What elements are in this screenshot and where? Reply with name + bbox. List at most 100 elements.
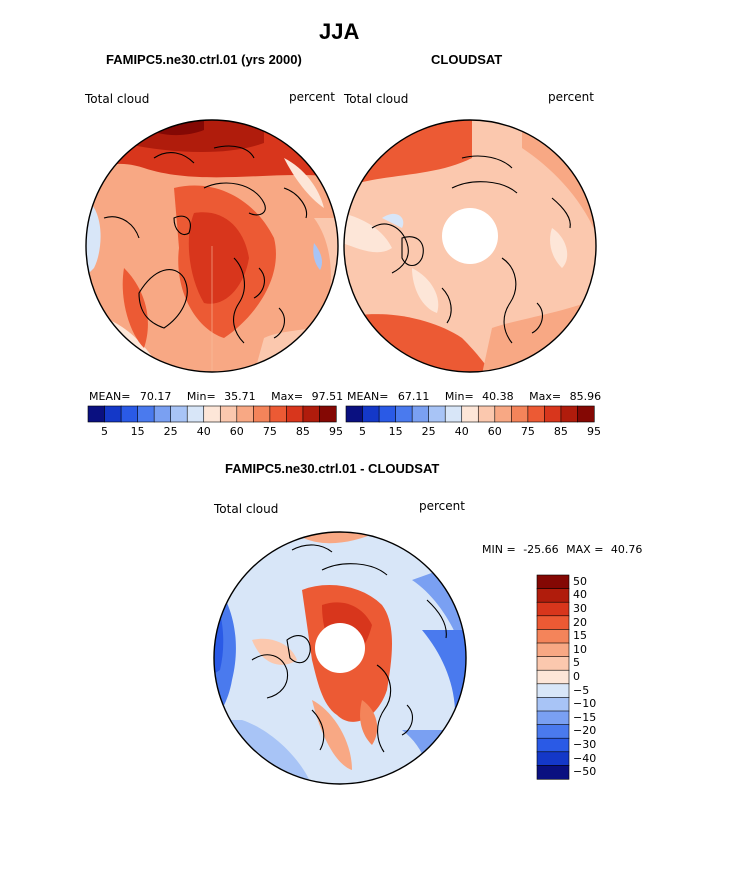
diff-variable-label: Total cloud [214, 502, 279, 516]
diff-colorbar-swatch [536, 683, 570, 699]
model-min-label: Min= [186, 390, 216, 403]
diff-colorbar-swatch [536, 710, 570, 726]
model-polar-map [85, 119, 339, 373]
diff-colorbar-label: −50 [573, 765, 597, 779]
diff-colorbar-label: 0 [573, 670, 580, 683]
obs-panel-title: CLOUDSAT [431, 52, 503, 67]
model-colorbar-swatch [170, 405, 188, 423]
model-colorbar-tick-label: 15 [130, 425, 145, 438]
obs-polar-map [343, 119, 597, 373]
obs-units-label: percent [548, 90, 594, 104]
diff-colorbar-swatch [536, 669, 570, 685]
model-stats: MEAN= 70.17 Min= 35.71 Max= 97.51 [89, 390, 343, 403]
model-colorbar-tick-label: 75 [262, 425, 277, 438]
obs-colorbar-swatch [428, 405, 446, 423]
obs-min-value: 40.38 [482, 390, 514, 403]
obs-max-value: 85.96 [569, 390, 602, 403]
obs-colorbar-tick-label: 95 [587, 425, 601, 438]
diff-colorbar-swatch [536, 656, 570, 671]
diff-colorbar-label: 40 [573, 588, 587, 602]
diff-colorbar-label: −20 [573, 724, 597, 738]
model-colorbar-tick-label: 40 [196, 425, 211, 438]
obs-colorbar-tick-label: 5 [359, 425, 367, 438]
model-colorbar-swatch [186, 405, 205, 423]
model-colorbar-swatch [319, 405, 337, 423]
diff-colorbar-swatch [536, 724, 570, 739]
model-colorbar-swatch [137, 405, 155, 423]
diff-polar-map [213, 531, 467, 785]
obs-colorbar [345, 405, 595, 423]
obs-variable-label: Total cloud [344, 92, 409, 106]
model-colorbar-tick-label: 25 [163, 425, 178, 438]
model-mean-value: 70.17 [139, 390, 172, 403]
obs-colorbar-swatch [577, 405, 595, 423]
obs-colorbar-tick-label: 60 [487, 425, 502, 438]
obs-colorbar-swatch [345, 405, 364, 423]
diff-colorbar-swatch [536, 697, 570, 712]
model-max-value: 97.51 [311, 390, 344, 403]
diff-units-label: percent [419, 499, 465, 513]
obs-colorbar-tick-label: 40 [454, 425, 469, 438]
diff-colorbar-label: 10 [573, 642, 587, 656]
diff-min-label: MIN = [482, 543, 516, 556]
obs-colorbar-swatch [527, 405, 545, 423]
model-max-label: Max= [271, 390, 304, 403]
model-colorbar-swatch [236, 405, 254, 423]
diff-colorbar-label: 50 [573, 574, 587, 588]
obs-colorbar-swatch [560, 405, 579, 423]
diff-panel-title: FAMIPC5.ne30.ctrl.01 - CLOUDSAT [225, 461, 440, 476]
obs-colorbar-swatch [461, 405, 479, 423]
model-colorbar-tick-label: 85 [295, 425, 310, 438]
diff-minmax: MIN = -25.66 MAX = 40.76 [482, 543, 642, 556]
model-min-value: 35.71 [224, 390, 256, 403]
diff-colorbar-label: −40 [573, 751, 597, 765]
obs-colorbar-tick-label: 25 [421, 425, 436, 438]
obs-colorbar-swatch [395, 405, 413, 423]
obs-colorbar-swatch [477, 405, 496, 423]
diff-colorbar-label: −10 [573, 697, 597, 711]
obs-colorbar-swatch [494, 405, 512, 423]
model-colorbar-swatch [153, 405, 172, 423]
diff-colorbar-label: −5 [573, 683, 590, 697]
diff-min-value: -25.66 [523, 543, 559, 556]
diff-colorbar-label: 5 [573, 656, 580, 670]
diff-colorbar-swatch [536, 601, 570, 617]
diff-colorbar-swatch [536, 765, 570, 780]
obs-colorbar-swatch [511, 405, 529, 423]
model-colorbar-swatch [253, 405, 271, 423]
model-colorbar-swatch [269, 405, 287, 423]
model-colorbar-swatch [203, 405, 221, 423]
obs-colorbar-tick-label: 85 [553, 425, 568, 438]
model-colorbar-tick-label: 60 [229, 425, 244, 438]
obs-max-label: Max= [529, 390, 562, 403]
diff-colorbar-swatch [536, 629, 570, 644]
model-colorbar-swatch [104, 405, 122, 423]
model-colorbar-swatch [302, 405, 321, 423]
obs-colorbar-swatch [378, 405, 397, 423]
diff-max-value: 40.76 [610, 543, 643, 556]
model-mean-label: MEAN= [89, 390, 131, 403]
diff-colorbar-label: 15 [573, 629, 587, 643]
obs-colorbar-tick-label: 75 [520, 425, 535, 438]
model-colorbar-tick-label: 95 [329, 425, 343, 438]
obs-colorbar-swatch [444, 405, 463, 423]
obs-min-label: Min= [444, 390, 474, 403]
diff-colorbar-label: 20 [573, 615, 587, 629]
model-colorbar-swatch [286, 405, 304, 423]
model-colorbar-tick-label: 5 [101, 425, 109, 438]
diff-colorbar-swatch [536, 615, 570, 630]
obs-colorbar-swatch [362, 405, 380, 423]
model-colorbar-swatch [120, 405, 139, 423]
diff-max-label: MAX = [566, 543, 604, 556]
diff-colorbar-swatch [536, 642, 570, 658]
diff-colorbar-swatch [536, 588, 570, 603]
model-colorbar-swatch [87, 405, 106, 423]
obs-colorbar-swatch [544, 405, 562, 423]
diff-colorbar-label: −15 [573, 710, 597, 724]
obs-colorbar-tick-label: 15 [388, 425, 403, 438]
diff-colorbar-swatch [536, 574, 570, 590]
model-variable-label: Total cloud [85, 92, 150, 106]
model-panel-title: FAMIPC5.ne30.ctrl.01 (yrs 2000) [106, 52, 302, 67]
obs-colorbar-swatch [411, 405, 430, 423]
main-title: JJA [319, 19, 360, 44]
